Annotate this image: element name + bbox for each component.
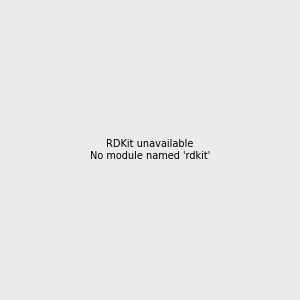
Text: RDKit unavailable
No module named 'rdkit': RDKit unavailable No module named 'rdkit… <box>90 139 210 161</box>
